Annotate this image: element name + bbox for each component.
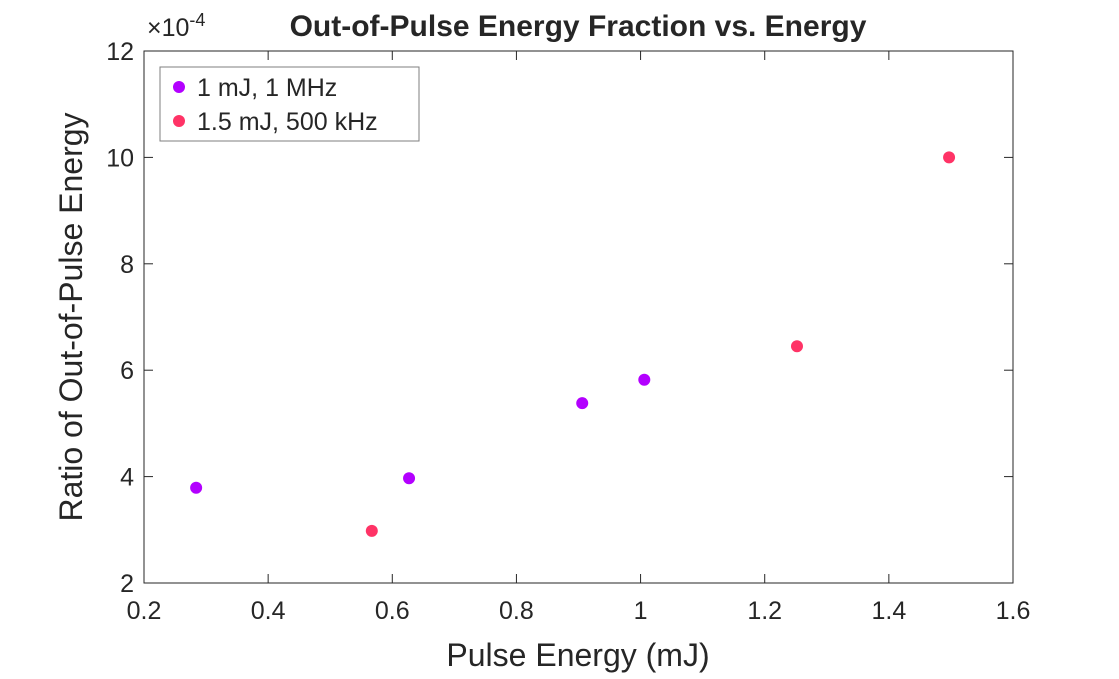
x-tick-label: 1.2 [747, 597, 782, 625]
y-exponent-power: -4 [189, 10, 205, 30]
y-exponent-base: ×10 [147, 14, 189, 42]
y-tick-label: 10 [106, 144, 134, 172]
data-points [190, 151, 956, 537]
data-point-series-1 [638, 373, 651, 386]
x-tick-label: 1 [634, 597, 648, 625]
x-tick-label: 0.2 [127, 597, 162, 625]
y-axis-label: Ratio of Out-of-Pulse Energy [53, 112, 89, 521]
data-point-series-1 [190, 481, 203, 494]
legend-marker-1 [173, 81, 185, 93]
data-point-series-1 [576, 397, 589, 410]
y-exponent-label: ×10-4 [147, 10, 205, 42]
y-axis: 2 4 6 8 10 12 [106, 38, 1013, 598]
x-tick-label: 1.4 [871, 597, 906, 625]
x-tick-label: 0.8 [499, 597, 534, 625]
legend-label-2: 1.5 mJ, 500 kHz [197, 108, 378, 136]
data-point-series-2 [790, 340, 803, 353]
x-axis-label: Pulse Energy (mJ) [446, 637, 709, 673]
legend-label-1: 1 mJ, 1 MHz [197, 74, 337, 102]
chart-title: Out-of-Pulse Energy Fraction vs. Energy [290, 10, 867, 43]
y-tick-label: 12 [106, 38, 134, 66]
legend: 1 mJ, 1 MHz 1.5 mJ, 500 kHz [159, 66, 420, 142]
legend-box [159, 66, 420, 142]
y-tick-label: 6 [120, 357, 134, 385]
data-point-series-2 [943, 151, 956, 164]
x-tick-label: 0.6 [375, 597, 410, 625]
x-axis: 0.2 0.4 0.6 0.8 1 1.2 1.4 1.6 [127, 51, 1031, 625]
y-tick-label: 4 [120, 464, 134, 492]
legend-marker-2 [173, 115, 185, 127]
x-tick-label: 0.4 [251, 597, 286, 625]
y-tick-label: 8 [120, 251, 134, 279]
x-tick-label: 1.6 [996, 597, 1031, 625]
data-point-series-1 [403, 472, 416, 485]
axes-box [143, 50, 1014, 584]
data-point-series-2 [365, 524, 378, 537]
y-tick-label: 2 [120, 570, 134, 598]
